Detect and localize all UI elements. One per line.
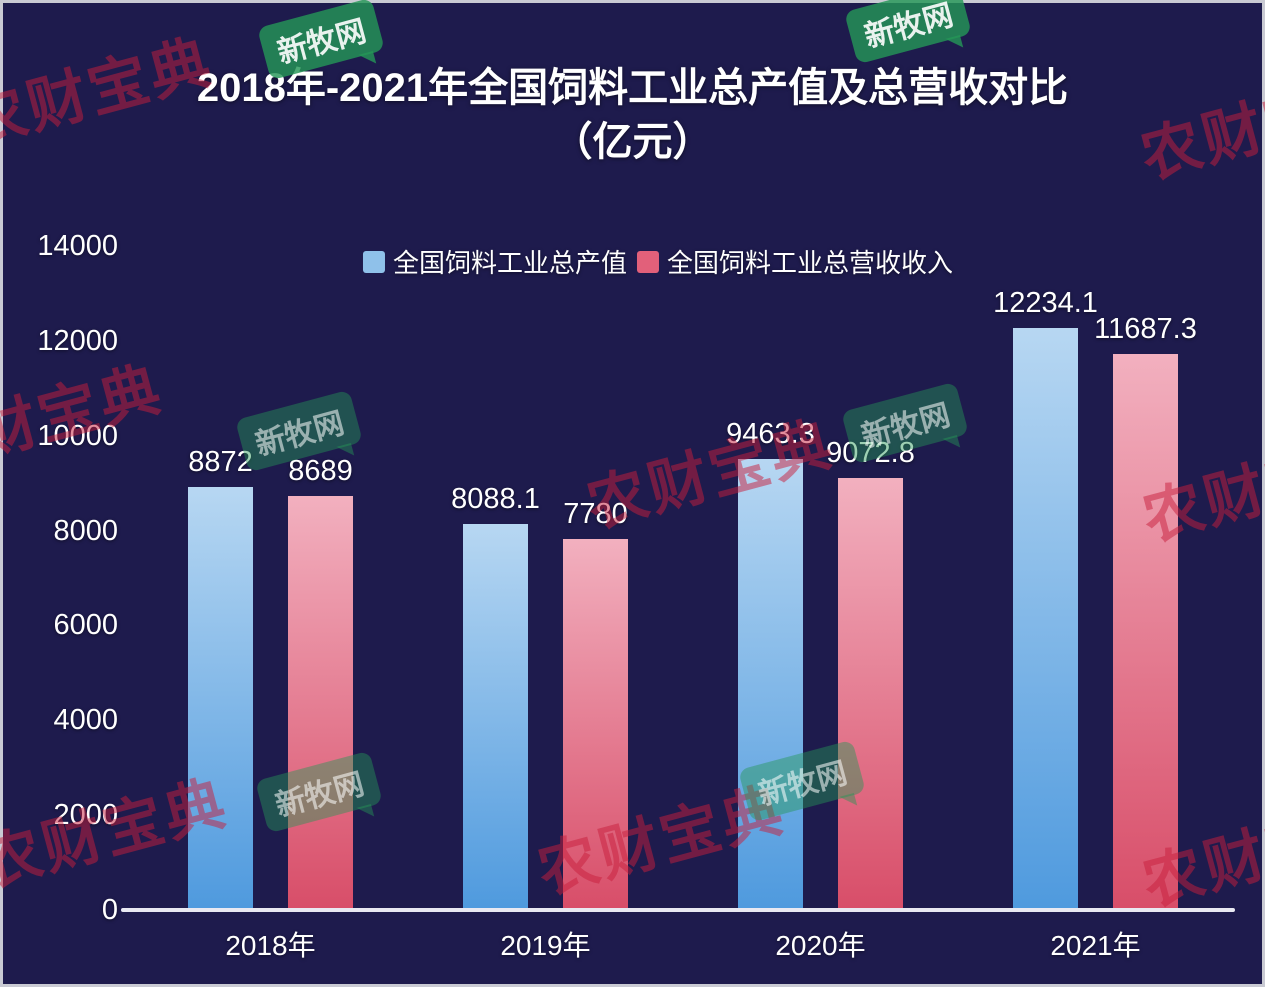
y-tick-label-14000: 14000 <box>37 230 118 262</box>
value-label-output-2021年: 12234.1 <box>993 286 1098 319</box>
value-label-output-2019年: 8088.1 <box>451 483 540 516</box>
y-tick-label-12000: 12000 <box>37 324 118 357</box>
x-tick-label-2019年: 2019年 <box>500 930 591 961</box>
bar-output-2021年 <box>1013 327 1078 908</box>
chart-title-line2: （亿元） <box>552 120 713 164</box>
legend: 全国饲料工业总产值 全国饲料工业总营收收入 <box>362 243 953 280</box>
legend-swatch-output-value-icon <box>362 250 385 273</box>
value-label-output-2018年: 8872 <box>188 446 253 479</box>
bar-revenue-2021年 <box>1113 353 1178 908</box>
legend-label-output-value: 全国饲料工业总产值 <box>392 248 627 278</box>
value-label-output-2020年: 9463.3 <box>726 418 815 451</box>
value-label-revenue-2020年: 9072.8 <box>826 436 915 469</box>
value-label-revenue-2019年: 7780 <box>563 498 628 530</box>
bar-output-2019年 <box>463 524 528 908</box>
x-axis-line <box>121 908 1235 912</box>
bar-output-2018年 <box>188 487 253 908</box>
bar-revenue-2018年 <box>288 495 353 908</box>
bar-output-2020年 <box>738 459 803 908</box>
chart-title-line1: 2018年-2021年全国饲料工业总产值及总营收对比 <box>196 66 1069 110</box>
legend-item-output-value: 全国饲料工业总产值 <box>362 243 627 280</box>
legend-swatch-revenue-icon <box>637 250 659 273</box>
y-tick-label-0: 0 <box>101 894 118 926</box>
legend-item-revenue: 全国饲料工业总营收收入 <box>637 243 953 280</box>
plot-area: 8872 8689 8088.1 7780 9463.3 9072.8 12234.1 116… <box>123 3 1235 910</box>
y-tick-label-6000: 6000 <box>53 609 118 642</box>
x-tick-label-2020年: 2020年 <box>775 930 866 961</box>
chart-title: 2018年-2021年全国饲料工业总产值及总营收对比 （亿元） <box>3 61 1262 169</box>
y-tick-label-2000: 2000 <box>53 799 118 832</box>
x-tick-label-2021年: 2021年 <box>1050 930 1141 961</box>
bar-revenue-2019年 <box>563 539 628 908</box>
y-tick-label-4000: 4000 <box>53 704 118 737</box>
value-label-revenue-2021年: 11687.3 <box>1094 312 1197 345</box>
y-tick-label-8000: 8000 <box>53 514 118 547</box>
value-label-revenue-2018年: 8689 <box>288 454 353 487</box>
y-tick-label-10000: 10000 <box>37 419 118 452</box>
legend-label-revenue: 全国饲料工业总营收收入 <box>667 248 954 278</box>
x-tick-label-2018年: 2018年 <box>225 930 316 961</box>
bar-revenue-2020年 <box>838 477 903 908</box>
